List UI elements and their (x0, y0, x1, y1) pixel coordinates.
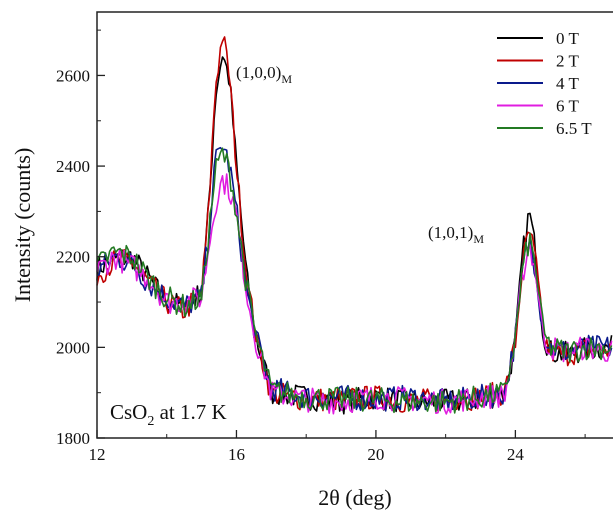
peak-label-101-main: (1,0,1) (428, 223, 473, 242)
plot-frame (96, 11, 613, 439)
y-tick-label: 2000 (56, 338, 90, 357)
sample-label-rest: at 1.7 K (154, 400, 226, 424)
legend-label: 6.5 T (556, 119, 592, 138)
x-tick-label: 20 (367, 445, 384, 464)
y-axis-title: Intensity (counts) (10, 148, 35, 303)
y-tick-label: 2200 (56, 248, 90, 267)
series-line-2-t (96, 36, 613, 413)
sample-label-sub: 2 (147, 414, 154, 429)
peak-label-100: (1,0,0)M (236, 63, 292, 86)
series-line-4-t (96, 146, 613, 412)
peak-label-100-main: (1,0,0) (236, 63, 281, 82)
ticks-layer: 12 16 20 24 1800 2000 2200 2400 2600 (56, 29, 586, 464)
x-tick-label: 16 (228, 445, 245, 464)
sample-label-main: CsO (110, 400, 147, 424)
y-tick-label: 2400 (56, 157, 90, 176)
sample-label: CsO2 at 1.7 K (110, 400, 227, 429)
x-tick-label: 12 (89, 445, 106, 464)
legend-label: 2 T (556, 52, 579, 71)
y-tick-label: 1800 (56, 429, 90, 448)
series-line-0-t (96, 56, 613, 415)
peak-label-101: (1,0,1)M (428, 223, 484, 246)
series-line-6-t (96, 173, 613, 415)
series-layer (96, 36, 613, 415)
y-tick-label: 2600 (56, 66, 90, 85)
x-tick-label: 24 (507, 445, 525, 464)
peak-label-100-sub: M (281, 72, 292, 86)
legend: 0 T 2 T 4 T 6 T 6.5 T (497, 29, 592, 138)
legend-label: 4 T (556, 74, 579, 93)
peak-label-101-sub: M (473, 232, 484, 246)
legend-label: 6 T (556, 97, 579, 116)
x-axis-title: 2θ (deg) (318, 485, 391, 510)
legend-label: 0 T (556, 29, 579, 48)
series-line-6-5-t (96, 147, 613, 414)
